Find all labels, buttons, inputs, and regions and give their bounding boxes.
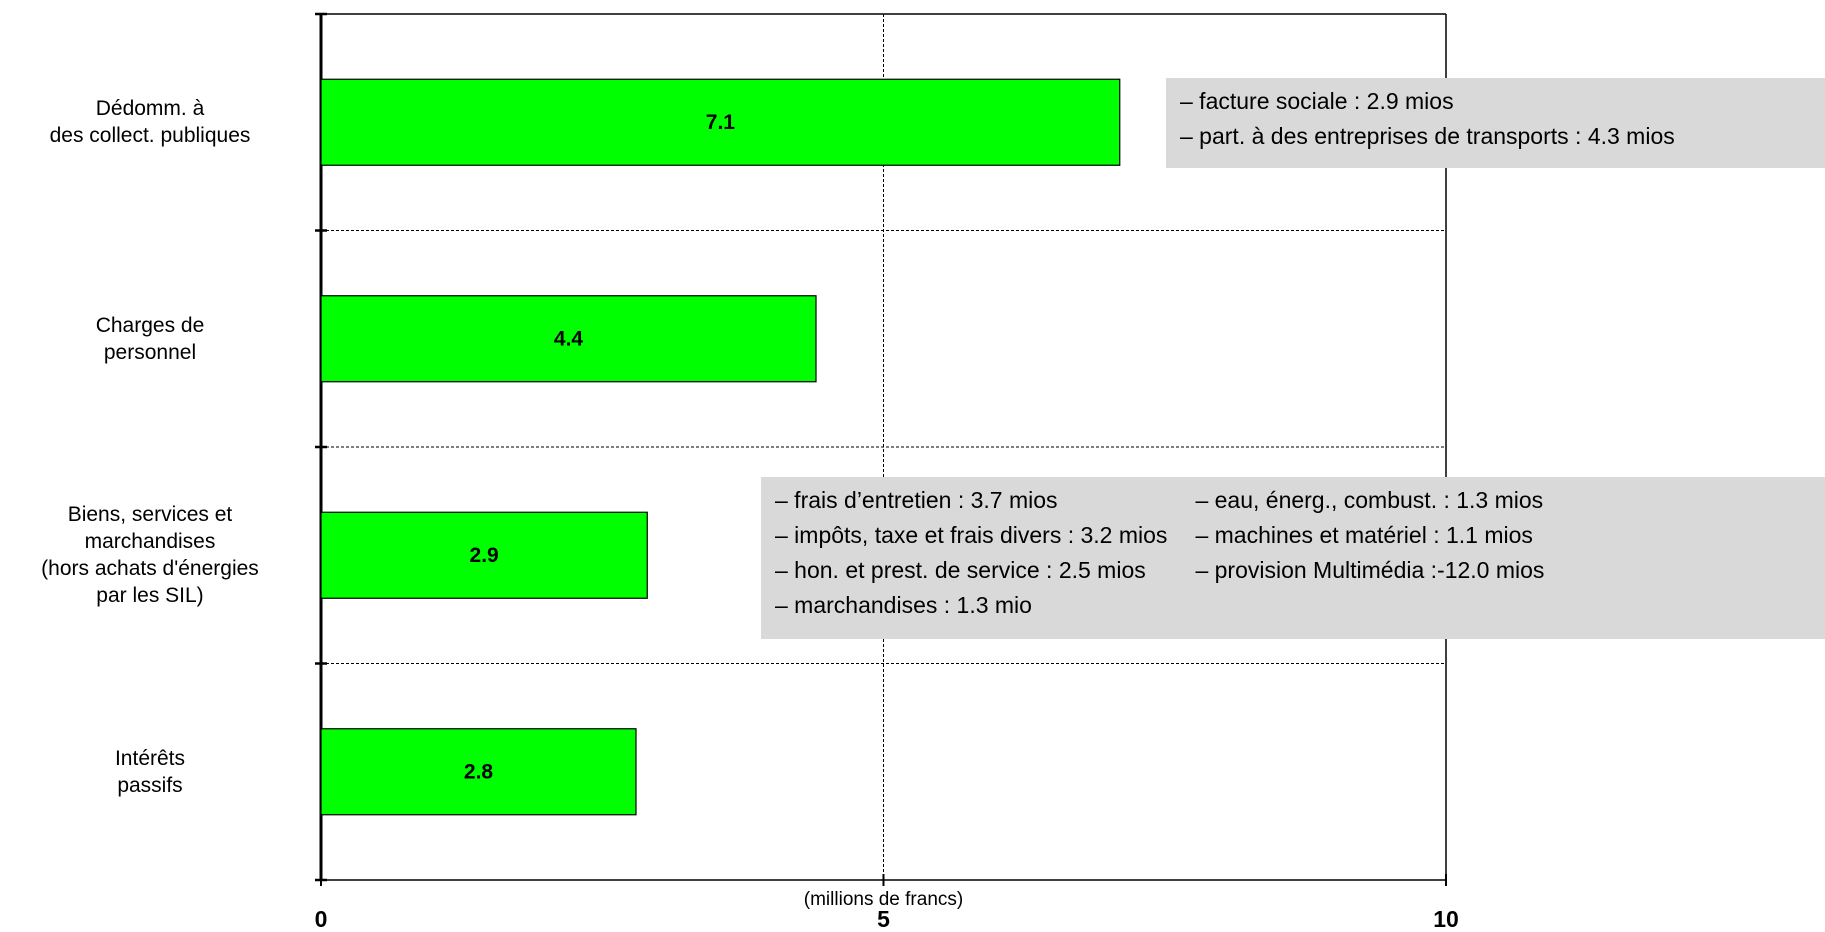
x-axis-label: (millions de francs) [803, 889, 964, 910]
annotation-box: – facture sociale : 2.9 mios – part. à de… [1166, 78, 1825, 168]
y-tick-label: Dédomm. à des collect. publiques [49, 97, 251, 148]
annotation-item: – hon. et prest. de service : 2.5 mios [775, 557, 1146, 583]
x-tick-label: 10 [1433, 906, 1459, 932]
bar [320, 78, 1121, 166]
data-label: 2.8 [464, 760, 494, 783]
annotation-item: – provision Multimédia :-12.0 mios [1195, 557, 1545, 583]
y-tick-label: Intérêts passifs [114, 746, 186, 797]
annotation-column: – frais d’entretien : 3.7 mios – impôts, … [775, 483, 1167, 633]
annotation-item: – marchandises : 1.3 mio [775, 592, 1032, 618]
annotation-column: – facture sociale : 2.9 mios – part. à de… [1180, 84, 1675, 162]
annotation-column: – eau, énerg., combust. : 1.3 mios – mach… [1195, 483, 1544, 633]
x-tick-label: 0 [315, 906, 328, 932]
annotation-item: – frais d’entretien : 3.7 mios [775, 487, 1058, 513]
annotation-box: – frais d’entretien : 3.7 mios – impôts, … [761, 477, 1825, 639]
data-label: 7.1 [706, 111, 736, 134]
bar [320, 295, 817, 383]
annotation-item: – eau, énerg., combust. : 1.3 mios [1195, 487, 1544, 513]
annotation-item: – machines et matériel : 1.1 mios [1195, 522, 1533, 548]
bar [320, 511, 648, 599]
annotation-item: – part. à des entreprises de transports … [1180, 123, 1675, 149]
data-label: 2.9 [470, 544, 499, 567]
y-tick-label: Charges de personnel [95, 313, 205, 364]
annotation-item: – impôts, taxe et frais divers : 3.2 mio… [775, 522, 1168, 548]
annotation-item: – facture sociale : 2.9 mios [1180, 88, 1454, 114]
y-tick-label: Biens, services et marchandises (hors ac… [41, 503, 259, 608]
bar [320, 728, 637, 816]
x-tick-label: 5 [877, 906, 890, 932]
data-label: 4.4 [554, 327, 584, 350]
